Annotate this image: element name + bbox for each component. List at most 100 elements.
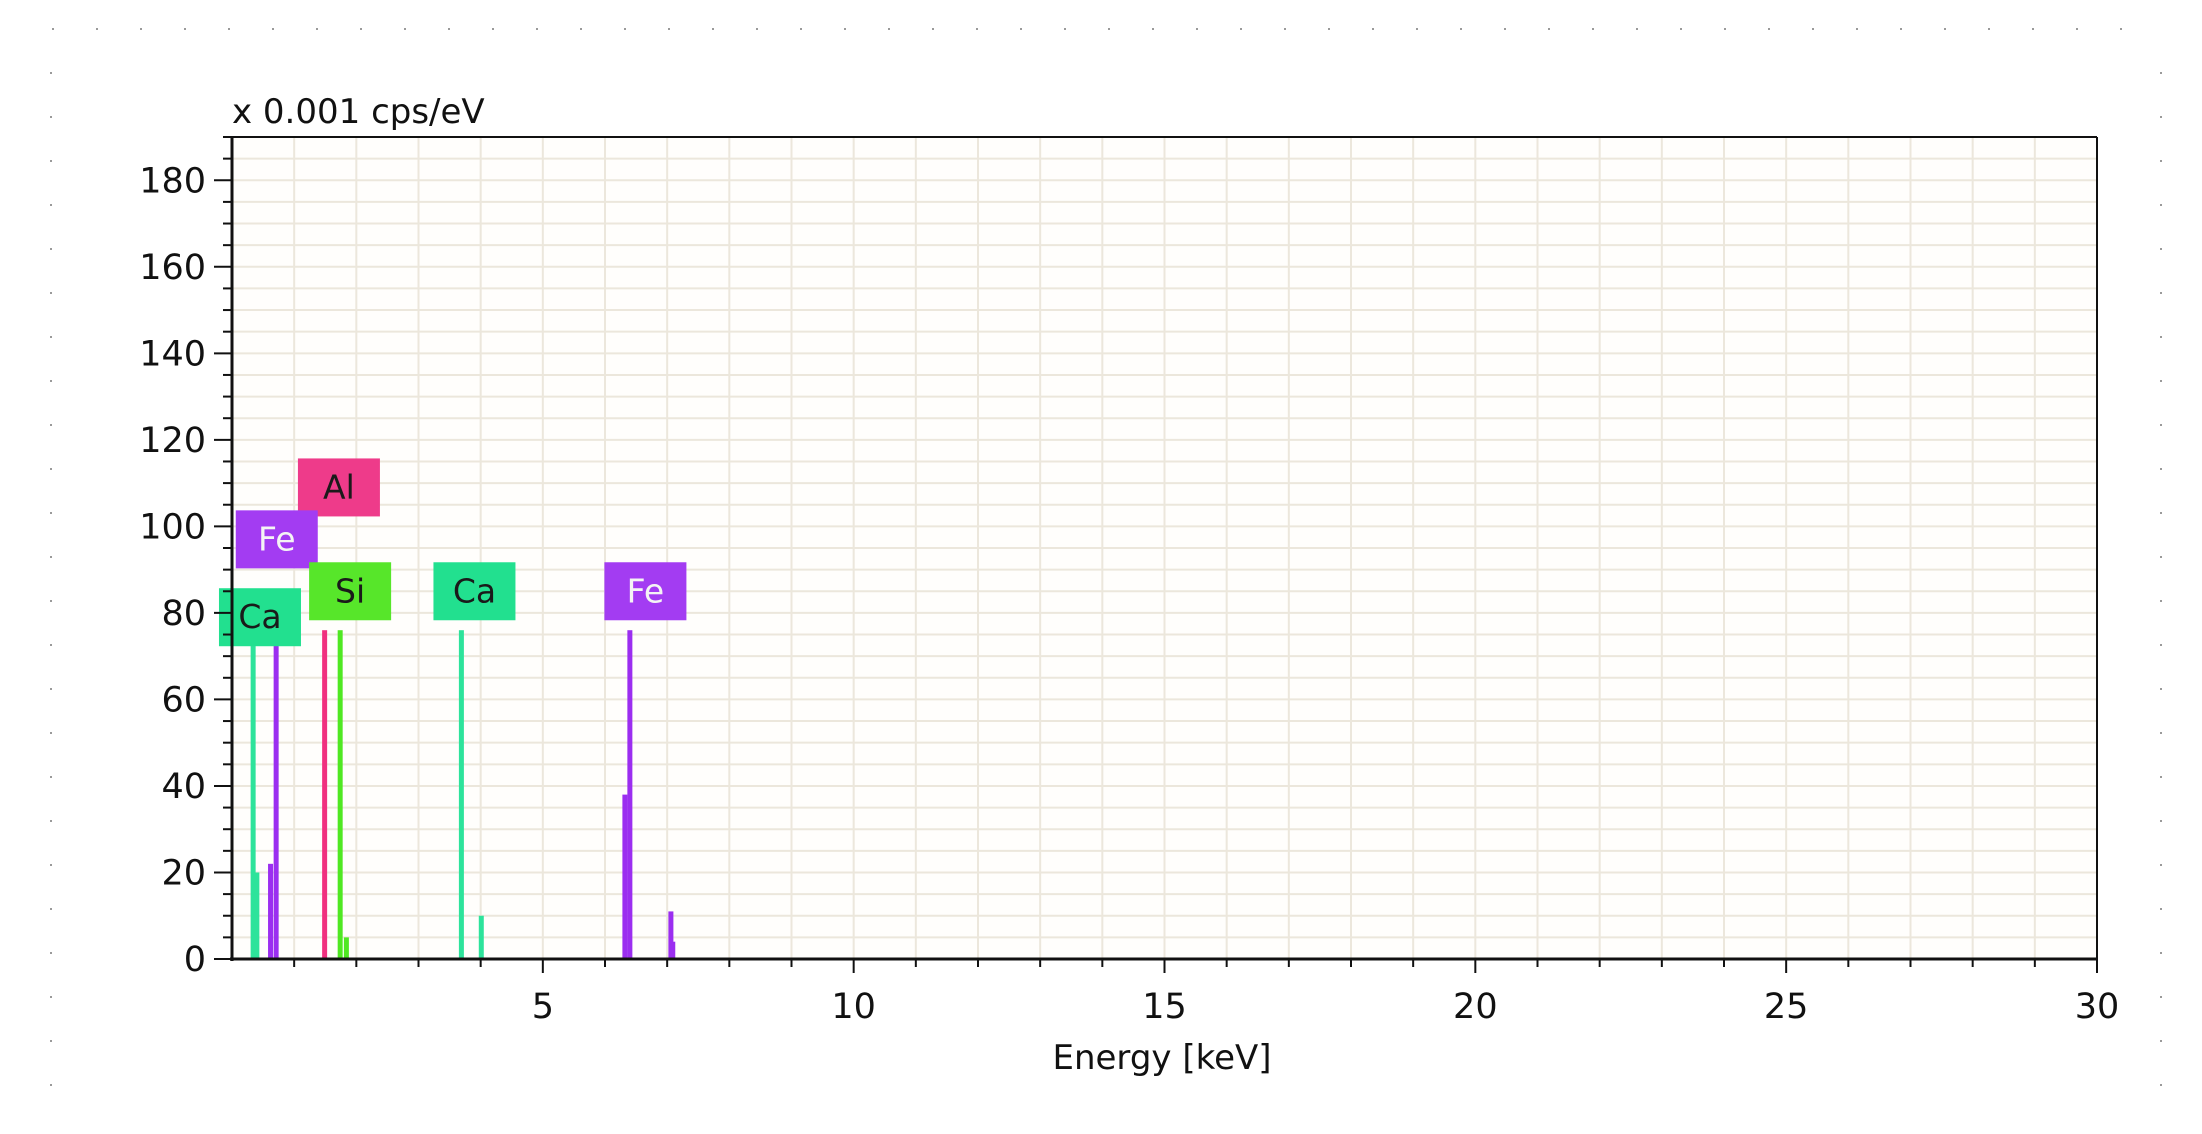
y-tick-labels: 0 20 40 60 80 100 120 140 160 180 (139, 161, 206, 980)
frame-dot (2160, 908, 2162, 910)
frame-dot (580, 28, 582, 30)
frame-dot (50, 72, 52, 74)
frame-dot (50, 468, 52, 470)
peak-fe (273, 634, 279, 959)
frame-dot (50, 600, 52, 602)
frame-dot (800, 28, 802, 30)
frame-dot (50, 1084, 52, 1086)
frame-dot (50, 248, 52, 250)
peak-ca (250, 634, 256, 959)
y-tick-label: 180 (139, 161, 206, 201)
frame-dot (2160, 160, 2162, 162)
frame-dot (2160, 1084, 2162, 1086)
frame-dot (2160, 424, 2162, 426)
y-tick-label: 80 (161, 594, 206, 634)
peak-ca (478, 915, 484, 959)
frame-dot (1460, 28, 1462, 30)
frame-dot (932, 28, 934, 30)
frame-dot (756, 28, 758, 30)
peak-label-box (433, 562, 516, 621)
frame-dot (50, 908, 52, 910)
frame-dot (1944, 28, 1946, 30)
frame-dot (1988, 28, 1990, 30)
peak-label-ca: Ca (433, 562, 516, 621)
frame-dot (184, 28, 186, 30)
x-tick-label: 10 (831, 987, 876, 1027)
peak-label-box (297, 458, 380, 517)
peak-fe (268, 863, 274, 959)
frame-dot (1108, 28, 1110, 30)
frame-dot (1548, 28, 1550, 30)
frame-dot (360, 28, 362, 30)
peak-label-fe: Fe (235, 510, 318, 569)
frame-dot (492, 28, 494, 30)
peak-label-text: Al (323, 467, 355, 506)
peak-label-box (235, 510, 318, 569)
peak-si (337, 630, 343, 959)
frame-dot (2160, 72, 2162, 74)
frame-dot (50, 292, 52, 294)
frame-dot (2160, 952, 2162, 954)
peak-ca (458, 630, 464, 959)
peaks (250, 630, 676, 959)
chart-title: x 0.001 cps/eV (232, 92, 485, 132)
frame-dot (2160, 292, 2162, 294)
grid (232, 137, 2097, 959)
y-tick-label: 20 (161, 853, 206, 893)
frame-dot (2160, 644, 2162, 646)
frame-dot (2160, 732, 2162, 734)
frame-dot (1064, 28, 1066, 30)
frame-dot (50, 204, 52, 206)
frame-dot (50, 820, 52, 822)
x-tick-label: 30 (2075, 987, 2120, 1027)
frame-dot (50, 1040, 52, 1042)
outer-dotted-frame (50, 28, 2162, 1086)
peak-label-text: Ca (238, 597, 281, 636)
frame-dot (2120, 28, 2122, 30)
frame-dot (2160, 116, 2162, 118)
x-tick-label: 25 (1764, 987, 1809, 1027)
peak-al (322, 630, 328, 959)
frame-dot (1900, 28, 1902, 30)
frame-dot (2076, 28, 2078, 30)
frame-dot (1856, 28, 1858, 30)
frame-dot (52, 28, 54, 30)
frame-dot (50, 116, 52, 118)
peak-label-text: Fe (627, 571, 664, 610)
y-tick-label: 120 (139, 421, 206, 461)
peak-si (343, 937, 349, 959)
peak-label-box (604, 562, 687, 621)
frame-dot (1812, 28, 1814, 30)
peak-label-fe: Fe (604, 562, 687, 621)
frame-dot (668, 28, 670, 30)
frame-dot (1372, 28, 1374, 30)
y-tick-label: 160 (139, 248, 206, 288)
peak-label-text: Ca (453, 571, 496, 610)
frame-dot (50, 556, 52, 558)
frame-dot (2160, 996, 2162, 998)
frame-dot (1240, 28, 1242, 30)
x-tick-labels: 5 10 15 20 25 30 (532, 987, 2120, 1027)
frame-dot (2160, 380, 2162, 382)
frame-dot (1328, 28, 1330, 30)
frame-dot (1724, 28, 1726, 30)
frame-dot (1768, 28, 1770, 30)
frame-dot (50, 776, 52, 778)
y-tick-label: 60 (161, 680, 206, 720)
frame-dot (50, 732, 52, 734)
frame-dot (2160, 204, 2162, 206)
peak-label-box (309, 562, 392, 621)
frame-dot (1592, 28, 1594, 30)
frame-dot (2160, 820, 2162, 822)
frame-dot (50, 424, 52, 426)
frame-dot (96, 28, 98, 30)
frame-dot (2160, 248, 2162, 250)
frame-dot (50, 380, 52, 382)
frame-dot (50, 512, 52, 514)
frame-dot (448, 28, 450, 30)
frame-dot (2032, 28, 2034, 30)
axes (214, 136, 2098, 973)
y-tick-label: 100 (139, 507, 206, 547)
frame-dot (228, 28, 230, 30)
